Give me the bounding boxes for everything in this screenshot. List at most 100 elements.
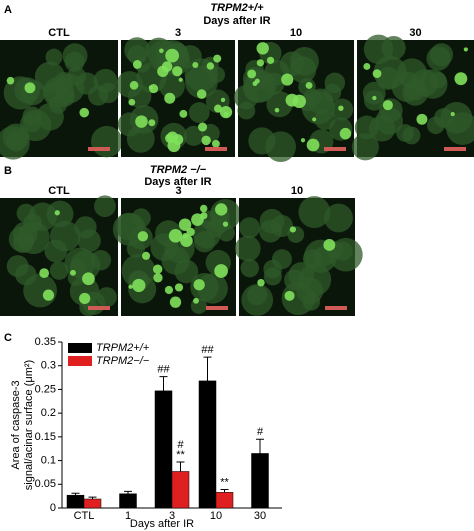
- cell: [375, 107, 403, 135]
- bar: [215, 492, 234, 509]
- cell: [64, 51, 85, 72]
- signal: [165, 133, 175, 144]
- scale-bar: [325, 306, 347, 310]
- scale-bar: [88, 306, 110, 310]
- legend-label: TRPM2−/−: [96, 355, 150, 367]
- signal: [79, 107, 90, 118]
- signal: [338, 105, 344, 111]
- bar: [66, 494, 85, 509]
- signal: [164, 92, 176, 104]
- panel-label: A: [4, 4, 12, 16]
- legend-label: TRPM2+/+: [96, 342, 150, 354]
- cell: [314, 108, 336, 130]
- cell: [233, 85, 259, 110]
- column-label: CTL: [48, 185, 70, 197]
- signal: [196, 89, 207, 99]
- cell: [94, 195, 116, 218]
- legend-swatch: [68, 356, 92, 366]
- signal: [382, 100, 393, 111]
- panel-label: B: [4, 165, 12, 177]
- cell: [44, 239, 68, 263]
- cell: [19, 109, 52, 142]
- column-label: 10: [290, 27, 302, 39]
- genotype-title: TRPM2+/+: [210, 2, 264, 14]
- cell: [324, 72, 346, 94]
- signal: [223, 111, 229, 118]
- cell: [43, 81, 65, 103]
- significance: **: [176, 449, 185, 461]
- cell: [289, 56, 317, 84]
- signal: [200, 212, 208, 220]
- signal: [168, 229, 183, 243]
- error-bar: [256, 438, 264, 454]
- signal: [193, 297, 199, 304]
- bar: [251, 453, 269, 509]
- cell: [396, 124, 414, 142]
- cell: [234, 235, 261, 262]
- signal: [450, 112, 455, 117]
- y-axis-label: signal/acinar surface (μm²): [23, 360, 35, 490]
- x-tick-label: 10: [210, 510, 222, 522]
- column-label: CTL: [48, 27, 70, 39]
- cell: [440, 101, 473, 134]
- signal: [363, 62, 371, 70]
- legend-swatch: [68, 343, 92, 353]
- cell: [5, 131, 27, 152]
- signal: [213, 104, 222, 113]
- x-axis-label: Days after IR: [130, 518, 194, 530]
- signal: [42, 289, 55, 301]
- signal: [220, 97, 226, 103]
- signal: [148, 119, 156, 127]
- cell: [265, 131, 297, 163]
- cell: [239, 217, 261, 239]
- error-bar: [88, 496, 97, 499]
- cell: [183, 125, 204, 146]
- signal: [339, 127, 352, 140]
- x-tick-label: 30: [254, 510, 266, 522]
- signal: [213, 54, 222, 63]
- panel-label: C: [4, 332, 12, 344]
- y-tick-label: 0.25: [35, 383, 56, 395]
- cell: [351, 133, 379, 161]
- signal: [182, 232, 189, 239]
- signal: [172, 66, 183, 77]
- signal: [159, 48, 164, 54]
- scale-bar: [88, 147, 110, 151]
- cell: [6, 255, 29, 278]
- signal: [193, 279, 205, 291]
- signal: [222, 221, 229, 227]
- signal: [372, 95, 377, 101]
- cell: [298, 196, 331, 229]
- error-bar: [159, 376, 168, 391]
- signal: [157, 65, 169, 78]
- bar: [83, 498, 102, 509]
- signal: [132, 278, 146, 293]
- column-label: 10: [291, 185, 303, 197]
- signal: [214, 264, 228, 278]
- cell: [193, 231, 216, 253]
- signal: [152, 264, 163, 274]
- signal: [128, 284, 133, 289]
- signal: [247, 69, 257, 79]
- cell: [127, 45, 147, 65]
- signal: [132, 60, 142, 69]
- cell: [427, 116, 445, 135]
- signal: [142, 251, 151, 260]
- signal: [285, 93, 299, 107]
- signal: [206, 62, 215, 70]
- x-tick-label: CTL: [74, 510, 95, 522]
- cell: [126, 239, 145, 258]
- cell: [112, 212, 146, 246]
- cell: [242, 66, 267, 91]
- bar: [154, 390, 173, 509]
- signal: [82, 272, 95, 286]
- bar: [198, 380, 217, 509]
- signal: [70, 269, 76, 276]
- signal: [300, 138, 306, 143]
- signal: [284, 290, 295, 301]
- signal: [306, 138, 320, 152]
- signal: [135, 115, 148, 128]
- cell: [90, 249, 112, 271]
- scale-bar: [205, 147, 227, 151]
